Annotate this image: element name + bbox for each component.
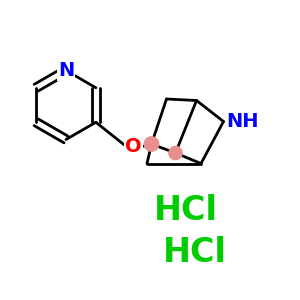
Text: O: O [125,137,142,157]
Text: HCl: HCl [154,194,218,226]
Circle shape [144,137,159,151]
Text: HCl: HCl [163,236,227,268]
Text: N: N [58,61,74,80]
Circle shape [169,146,182,160]
Text: NH: NH [226,112,259,131]
